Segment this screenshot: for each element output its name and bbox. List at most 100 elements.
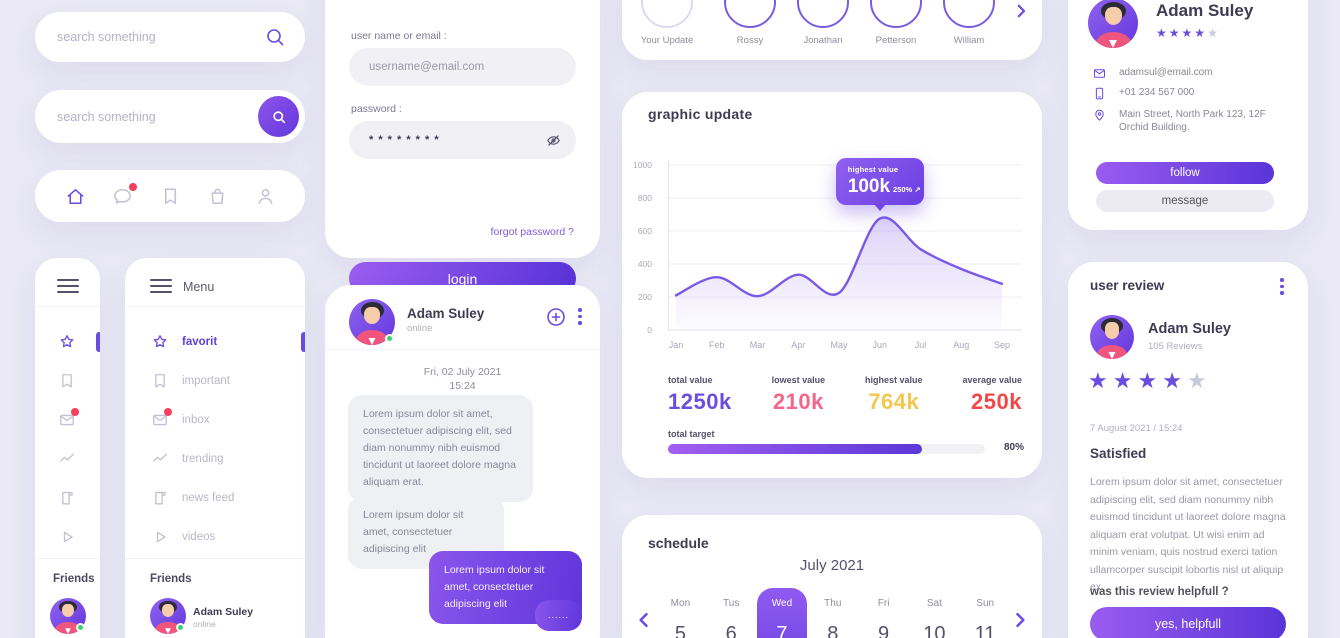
username-field-wrap [349, 48, 576, 86]
total-target-percent: 80% [1003, 442, 1024, 453]
stories-next-button[interactable] [1012, 2, 1030, 20]
friend-avatar[interactable] [150, 598, 186, 634]
profile-icon[interactable] [253, 184, 277, 208]
stat-total-value: total value 1250k [668, 375, 732, 414]
calendar-day-wed-7-selected[interactable]: Wed 7 [756, 588, 808, 638]
news-feed-icon [57, 488, 77, 508]
y-tick-label: 400 [637, 259, 652, 269]
sidebar-item-videos[interactable] [57, 527, 77, 547]
calendar-day-fri-9[interactable]: Fri 9 [877, 598, 890, 638]
sidebar-item-inbox[interactable] [57, 408, 79, 430]
review-helpful-question: was this review helpfull ? [1090, 586, 1229, 598]
sidebar-item-inbox[interactable]: inbox [150, 408, 210, 430]
calendar-week-row: Mon 5 Tus 6 Wed 7 Thu 8 Fri 9 Sat 10 Sun 11 [655, 588, 1011, 638]
chat-user-avatar[interactable] [349, 299, 395, 345]
home-icon[interactable] [63, 184, 87, 208]
notification-dot [128, 183, 137, 191]
message-button[interactable]: message [1096, 190, 1274, 212]
profile-name: Adam Suley [1156, 1, 1254, 20]
chart-tooltip: highest value 100k 250% ↗ [835, 157, 924, 205]
star-icon: ★ [1194, 26, 1206, 40]
trending-icon [150, 449, 170, 469]
review-date: 7 August 2021 / 15:24 [1090, 423, 1183, 434]
icon-nav-bar [35, 170, 305, 222]
active-indicator [301, 332, 305, 352]
story-rossy[interactable]: Rossy [710, 0, 790, 46]
kebab-menu-icon[interactable] [1280, 278, 1284, 298]
calendar-day-sun-11[interactable]: Sun 11 [974, 598, 996, 638]
mail-icon [150, 408, 172, 430]
profile-address: Main Street, North Park 123, 12F Orchid B… [1119, 109, 1266, 133]
search-icon[interactable] [263, 25, 287, 49]
kebab-menu-icon[interactable] [578, 308, 582, 328]
graphic-update-card: graphic update 0 200 400 600 800 1000 highest… [622, 92, 1042, 478]
sidebar-compact: Friends [35, 258, 100, 638]
friend-avatar[interactable] [50, 598, 86, 634]
chevron-left-icon [634, 610, 654, 630]
sidebar-item-favorit[interactable] [57, 332, 77, 352]
calendar-day-tus-6[interactable]: Tus 6 [723, 598, 740, 638]
trend-up-icon: ↗ [914, 184, 921, 194]
stats-row: total value 1250k lowest value 210k high… [668, 375, 1022, 415]
review-body: Lorem ipsum dolor sit amet, consectetuer… [1090, 476, 1286, 593]
mail-icon [57, 408, 79, 430]
chat-icon[interactable] [111, 183, 137, 208]
story-jonathan[interactable]: Jonathan [783, 0, 863, 46]
login-title: Welcome back! [351, 0, 539, 5]
sidebar-item-important[interactable]: important [150, 371, 230, 391]
contact-phone-row: +01 234 567 000 [1092, 86, 1194, 101]
sidebar-expanded: Menu favorit important inbox trending ne… [125, 258, 305, 638]
chat-typing-bubble: ...... [535, 600, 582, 631]
review-rating-stars[interactable]: ★ ★ ★ ★ ★ [1088, 368, 1212, 394]
yes-helpful-button[interactable]: yes, helpfull [1090, 607, 1286, 638]
username-input[interactable] [349, 48, 576, 86]
calendar-day-mon-5[interactable]: Mon 5 [670, 598, 691, 638]
shopping-bag-icon[interactable] [206, 184, 230, 208]
friend-name: Adam Suley [193, 606, 254, 618]
bookmark-icon[interactable] [158, 184, 182, 208]
stat-lowest-value: lowest value 210k [771, 375, 826, 414]
calendar-next-button[interactable] [1010, 610, 1030, 630]
x-tick-label: May [830, 340, 848, 350]
profile-email[interactable]: adamsul@email.com [1119, 67, 1213, 78]
follow-button[interactable]: follow [1096, 162, 1274, 184]
sidebar-item-trending[interactable] [57, 449, 77, 469]
calendar-day-sat-10[interactable]: Sat 10 [923, 598, 946, 638]
calendar-day-thu-8[interactable]: Thu 8 [824, 598, 842, 638]
password-input[interactable] [349, 121, 576, 159]
story-your-update[interactable]: + Your Update [627, 0, 707, 46]
forgot-password-link[interactable]: forgot password ? [490, 226, 574, 238]
user-review-card: user review Adam Suley 105 Reviews ★ ★ ★ ★ ★… [1068, 262, 1308, 638]
reviewer-avatar [1090, 315, 1134, 359]
profile-phone[interactable]: +01 234 567 000 [1119, 87, 1195, 98]
sidebar-item-important[interactable] [57, 371, 77, 391]
search-input[interactable] [57, 90, 247, 143]
calendar-prev-button[interactable] [634, 610, 654, 630]
story-petterson[interactable]: Petterson [856, 0, 936, 46]
sidebar-item-favorit[interactable]: favorit [150, 332, 217, 352]
profile-avatar [1088, 0, 1138, 48]
chart-y-axis: 0 200 400 600 800 1000 [622, 158, 660, 335]
friends-label: Friends [53, 573, 95, 585]
x-tick-label: Apr [791, 340, 806, 350]
chevron-right-icon [1010, 610, 1030, 630]
sidebar-item-videos[interactable]: videos [150, 527, 215, 547]
graph-title: graphic update [648, 106, 753, 122]
sidebar-item-trending[interactable]: trending [150, 449, 224, 469]
menu-toggle-icon[interactable] [57, 279, 79, 294]
sidebar-item-news-feed[interactable]: news feed [150, 488, 234, 508]
star-icon: ★ [1156, 26, 1167, 40]
story-william[interactable]: William [929, 0, 1009, 46]
online-status-dot [176, 623, 185, 632]
phone-icon [1092, 86, 1107, 101]
search-input[interactable] [57, 12, 247, 62]
menu-toggle-icon[interactable] [150, 279, 172, 294]
toggle-password-visibility-button[interactable] [545, 132, 562, 149]
search-button[interactable] [258, 96, 299, 137]
password-label: password : [351, 103, 402, 115]
profile-card: Adam Suley ★ ★ ★ ★ ★ adamsul@email.com +01 2… [1068, 0, 1308, 230]
location-pin-icon [1092, 108, 1107, 123]
sidebar-item-news-feed[interactable] [57, 488, 77, 508]
add-button[interactable] [544, 305, 568, 329]
bookmark-icon [150, 371, 170, 391]
